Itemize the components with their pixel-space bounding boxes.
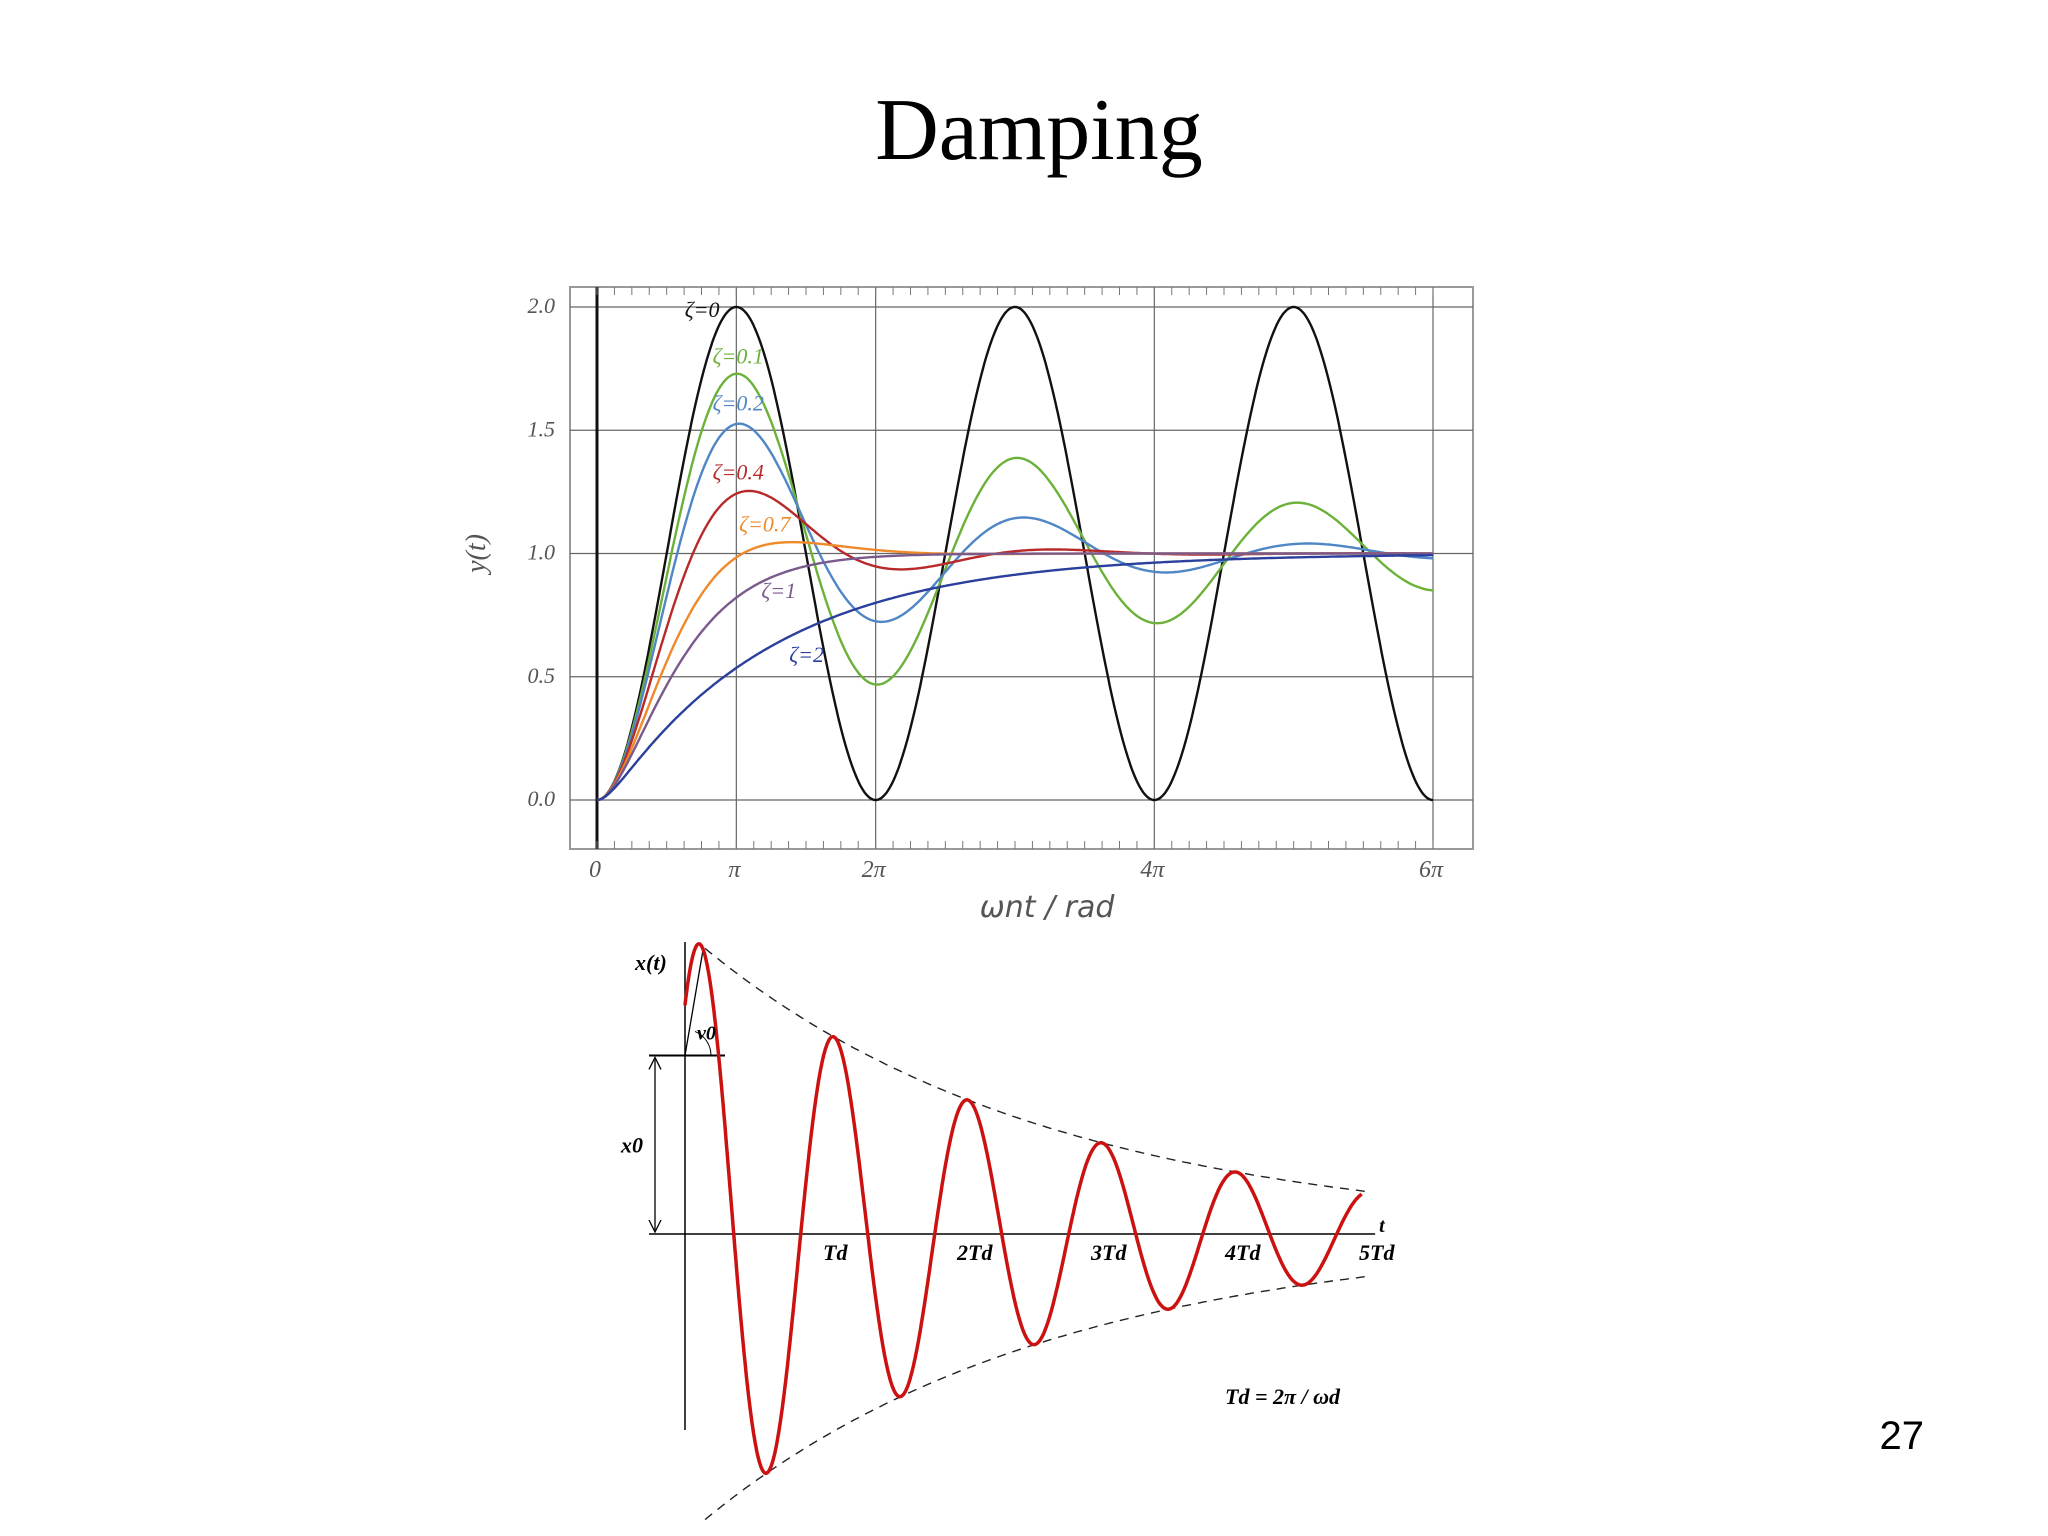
series-label: ζ=1 [761,578,796,603]
page-number: 27 [1879,1414,1925,1458]
damped-oscillation-chart: Td 2Td 3Td 4Td 5Td t x(t) x0 v0 Td = 2π / ωd [620,942,1395,1521]
x-tick-label: π [728,857,741,883]
x-tick-label: 0 [589,857,601,883]
damping-response-chart: 0.0 0.5 1.0 1.5 2.0 0 π 2π 4π 6π y(t) ωnt / rad ζ=0 ζ… [465,286,1474,925]
x-tick-label: 3Td [1090,1240,1127,1265]
series-label: ζ=0.7 [739,511,791,536]
x-tick-label: 6π [1419,857,1444,883]
series-label: ζ=2 [789,642,824,667]
series-label: ζ=0.4 [713,460,764,485]
plot-frame [569,286,1474,850]
y-tick-label: 2.0 [528,293,556,318]
series-line [596,372,1434,802]
series-line [596,305,1434,802]
x0-label: x0 [620,1133,643,1158]
series-line [596,552,1433,802]
y-tick-label: 0.0 [528,786,556,811]
x-tick-label: Td [823,1240,848,1265]
x-tick-label: 4Td [1224,1240,1261,1265]
y-tick-label: 1.0 [528,540,556,565]
envelope-line [704,947,1369,1193]
x-tick-label: 4π [1140,857,1165,883]
x0-arrow-down [648,1219,662,1234]
series-line [596,422,1433,802]
envelope-line [704,1275,1369,1521]
x0-arrow-up [648,1055,662,1070]
x-axis-label: ωnt / rad [980,890,1116,925]
period-formula: Td = 2π / ωd [1225,1384,1341,1409]
series-line [596,554,1433,802]
series-label: ζ=0.1 [713,344,764,369]
v0-slope-line [684,949,704,1056]
v0-label: v0 [697,1022,716,1044]
x-tick-label: 2Td [956,1240,993,1265]
x-axis-label: t [1379,1215,1386,1237]
series-label: ζ=0.2 [713,391,764,416]
y-tick-label: 1.5 [528,416,556,441]
y-tick-label: 0.5 [528,663,556,688]
slide-title: Damping [875,82,1203,179]
y-axis-label: y(t) [465,534,492,576]
x-tick-label: 2π [862,857,887,883]
series-label: ζ=0 [685,297,720,322]
v0-angle-arc [694,1030,712,1056]
x-tick-label: 5Td [1359,1240,1395,1265]
y-axis-label: x(t) [634,950,667,975]
damped-response-line [683,942,1363,1475]
